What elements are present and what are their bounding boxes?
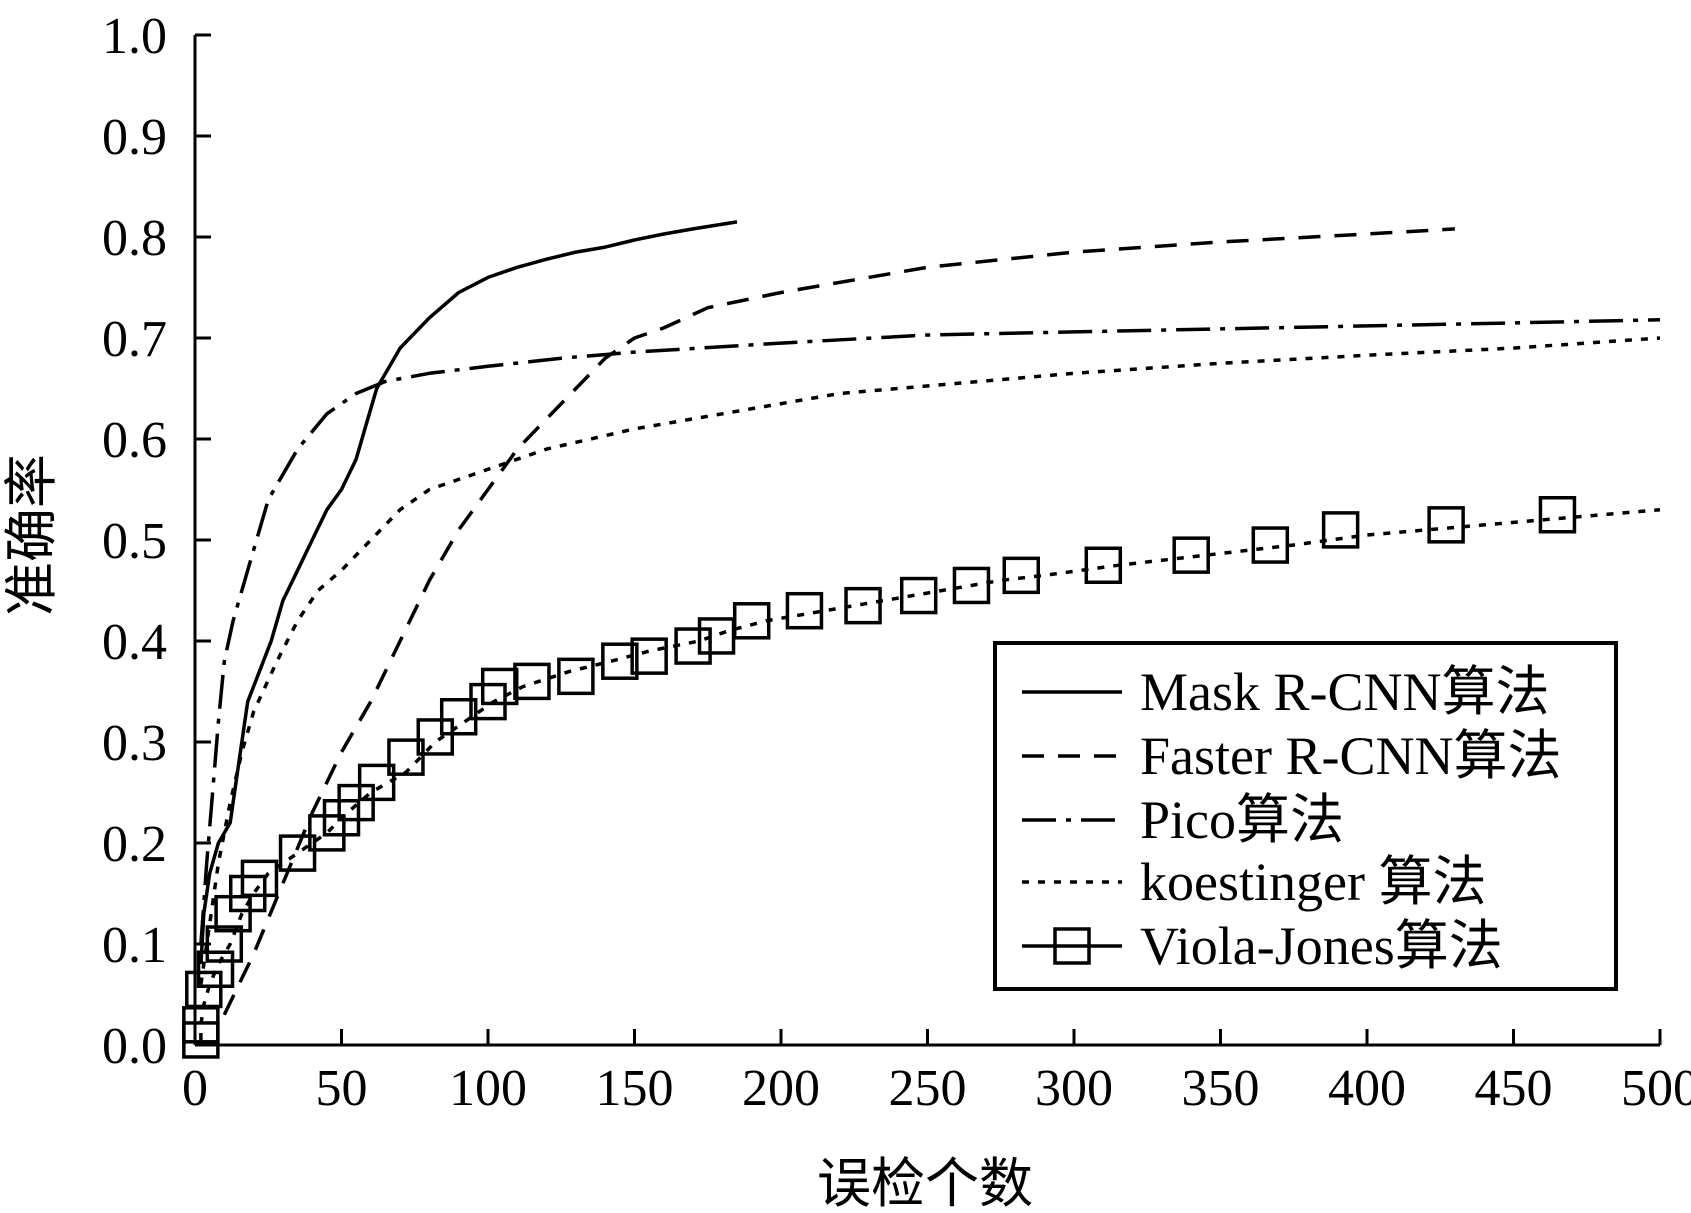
- series-line: [199, 336, 1661, 985]
- square-marker: [601, 642, 639, 680]
- series-line: [199, 220, 738, 965]
- series-2: [199, 318, 1661, 945]
- axes: 0 50 100 150 200 250 300 350 400 450 500 0.0 0.1 0.2 0…: [102, 8, 1691, 1117]
- legend-entry: koestinger 算法: [1022, 852, 1486, 912]
- series-1: [222, 227, 1456, 1016]
- square-marker: [674, 627, 712, 665]
- square-marker: [416, 718, 455, 756]
- square-marker: [557, 657, 595, 696]
- x-tick-label: 150: [596, 1060, 674, 1117]
- x-tick-label: 450: [1475, 1060, 1553, 1117]
- y-tick-label: 0.7: [102, 311, 167, 368]
- square-marker: [185, 970, 223, 1009]
- square-marker: [952, 566, 991, 605]
- x-tick-label: 200: [742, 1060, 820, 1117]
- x-axis-title: 误检个数: [817, 1154, 1033, 1213]
- y-tick-label: 0.5: [102, 513, 167, 570]
- square-marker: [308, 814, 346, 852]
- square-marker: [785, 591, 824, 630]
- y-tick-label: 0.4: [102, 614, 167, 671]
- square-marker: [513, 662, 551, 701]
- square-marker: [387, 738, 425, 776]
- series-4: [182, 496, 1661, 1059]
- series-line: [199, 507, 1661, 1040]
- y-tick-label: 0.9: [102, 109, 167, 166]
- x-tick-label: 0: [182, 1060, 208, 1117]
- y-tick-label: 0.1: [102, 917, 167, 974]
- square-marker: [1084, 546, 1123, 584]
- square-marker: [1251, 526, 1290, 564]
- square-marker: [1321, 511, 1360, 549]
- square-marker: [228, 874, 267, 913]
- y-axis-title: 准确率: [2, 454, 62, 616]
- square-marker: [732, 602, 771, 640]
- y-tick-label: 0.0: [102, 1018, 167, 1075]
- square-marker: [630, 637, 668, 675]
- square-marker: [1002, 556, 1041, 595]
- square-marker: [337, 783, 375, 822]
- y-tick-label: 1.0: [102, 8, 167, 65]
- square-marker: [240, 859, 279, 898]
- square-marker: [196, 950, 235, 988]
- series-0: [199, 220, 738, 965]
- square-marker: [899, 576, 938, 615]
- square-marker: [844, 586, 882, 625]
- legend-entry: Faster R-CNN算法: [1022, 726, 1561, 786]
- series-layer: [182, 220, 1661, 1059]
- square-marker: [439, 698, 478, 736]
- x-tick-label: 350: [1182, 1060, 1260, 1117]
- square-marker: [1538, 496, 1577, 534]
- square-marker: [205, 925, 244, 963]
- legend-label: Faster R-CNN算法: [1140, 726, 1561, 786]
- square-marker: [697, 617, 736, 655]
- legend-label: Mask R-CNN算法: [1140, 662, 1550, 722]
- x-tick-label: 400: [1328, 1060, 1406, 1117]
- series-line: [199, 318, 1661, 945]
- x-tick-label: 300: [1035, 1060, 1113, 1117]
- legend-label: Viola-Jones算法: [1140, 916, 1503, 976]
- x-tick-label: 50: [316, 1060, 368, 1117]
- square-marker: [278, 834, 317, 872]
- square-marker: [214, 894, 252, 933]
- legend-entry: Viola-Jones算法: [1022, 916, 1503, 976]
- square-marker: [469, 682, 507, 721]
- legend-label: koestinger 算法: [1140, 852, 1486, 912]
- square-marker: [1053, 927, 1091, 965]
- y-tick-label: 0.2: [102, 816, 167, 873]
- x-tick-label: 500: [1621, 1060, 1691, 1117]
- square-marker: [480, 667, 519, 706]
- legend-box: [993, 641, 1618, 991]
- x-tick-label: 250: [889, 1060, 967, 1117]
- series-3: [199, 336, 1661, 985]
- y-tick-label: 0.8: [102, 210, 167, 267]
- y-tick-label: 0.6: [102, 412, 167, 469]
- series-line: [222, 227, 1456, 1016]
- legend-entry: Mask R-CNN算法: [1022, 662, 1550, 722]
- square-marker: [1427, 506, 1465, 544]
- legend-label: Pico算法: [1140, 790, 1344, 850]
- legend-entry: Pico算法: [1022, 790, 1344, 850]
- y-tick-label: 0.3: [102, 715, 167, 772]
- square-marker: [357, 763, 396, 802]
- square-marker: [1172, 536, 1210, 574]
- square-marker: [322, 799, 361, 837]
- x-tick-label: 100: [449, 1060, 527, 1117]
